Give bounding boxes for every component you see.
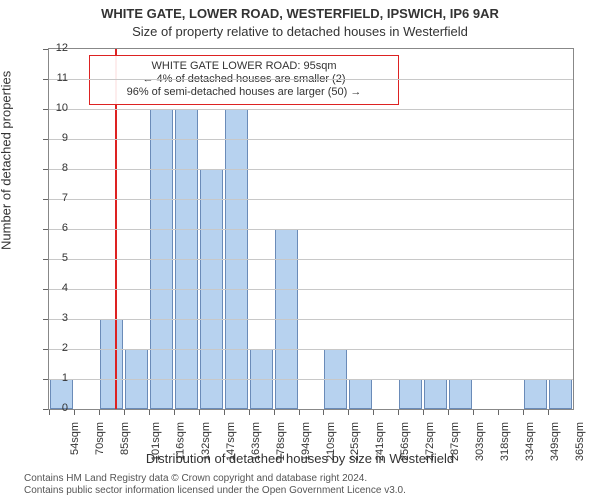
y-tick [43, 49, 48, 50]
y-tick-label: 4 [62, 282, 68, 294]
x-tick [299, 410, 300, 415]
x-tick [224, 410, 225, 415]
y-tick-label: 6 [62, 222, 68, 234]
bar [449, 379, 472, 409]
y-tick [43, 79, 48, 80]
x-tick-label: 116sqm [174, 422, 186, 460]
gridline [49, 349, 573, 350]
y-axis-label: Number of detached properties [0, 71, 14, 250]
page-subtitle: Size of property relative to detached ho… [0, 24, 600, 39]
y-tick [43, 349, 48, 350]
x-tick-label: 303sqm [474, 422, 486, 461]
y-tick-label: 10 [56, 102, 68, 114]
y-tick-label: 8 [62, 162, 68, 174]
y-tick [43, 379, 48, 380]
x-tick [249, 410, 250, 415]
x-tick [373, 410, 374, 415]
x-tick [99, 410, 100, 415]
x-tick [448, 410, 449, 415]
bar [424, 379, 447, 409]
x-tick-label: 163sqm [250, 422, 262, 461]
x-tick-label: 318sqm [499, 422, 511, 461]
x-tick [74, 410, 75, 415]
x-tick-label: 194sqm [300, 422, 312, 461]
x-tick-label: 272sqm [424, 422, 436, 461]
info-box-line: WHITE GATE LOWER ROAD: 95sqm [98, 60, 390, 73]
footer-line1: Contains HM Land Registry data © Crown c… [24, 473, 588, 485]
gridline [49, 289, 573, 290]
footer: Contains HM Land Registry data © Crown c… [24, 473, 588, 496]
x-tick [149, 410, 150, 415]
y-tick [43, 169, 48, 170]
x-tick-label: 101sqm [150, 422, 162, 461]
x-tick-label: 365sqm [574, 422, 586, 461]
bar [100, 319, 123, 409]
x-tick [548, 410, 549, 415]
y-tick-label: 9 [62, 132, 68, 144]
x-tick [174, 410, 175, 415]
y-tick-label: 0 [62, 402, 68, 414]
x-tick-label: 70sqm [94, 422, 106, 455]
x-tick-label: 132sqm [200, 422, 212, 461]
gridline [49, 259, 573, 260]
bar [549, 379, 572, 409]
chart-plot-area: WHITE GATE LOWER ROAD: 95sqm← 4% of deta… [48, 48, 574, 410]
y-tick [43, 139, 48, 140]
page-title: WHITE GATE, LOWER ROAD, WESTERFIELD, IPS… [0, 6, 600, 21]
x-tick [323, 410, 324, 415]
x-tick-label: 225sqm [350, 422, 362, 461]
x-tick [523, 410, 524, 415]
y-tick [43, 319, 48, 320]
x-tick [348, 410, 349, 415]
info-box-line: 96% of semi-detached houses are larger (… [98, 86, 390, 99]
x-tick [473, 410, 474, 415]
gridline [49, 199, 573, 200]
y-tick-label: 5 [62, 252, 68, 264]
y-tick [43, 259, 48, 260]
x-tick-label: 349sqm [549, 422, 561, 461]
gridline [49, 109, 573, 110]
x-tick-label: 256sqm [400, 422, 412, 461]
y-tick [43, 289, 48, 290]
y-tick-label: 7 [62, 192, 68, 204]
gridline [49, 169, 573, 170]
bar [399, 379, 422, 409]
gridline [49, 379, 573, 380]
x-tick [124, 410, 125, 415]
x-tick [398, 410, 399, 415]
x-tick-label: 54sqm [69, 422, 81, 455]
bar [349, 379, 372, 409]
gridline [49, 79, 573, 80]
x-tick-label: 210sqm [325, 422, 337, 461]
y-tick [43, 109, 48, 110]
footer-line2: Contains public sector information licen… [24, 485, 588, 497]
x-tick-label: 334sqm [524, 422, 536, 461]
y-tick [43, 409, 48, 410]
gridline [49, 319, 573, 320]
gridline [49, 139, 573, 140]
x-tick-label: 147sqm [225, 422, 237, 461]
y-tick-label: 2 [62, 342, 68, 354]
x-tick-label: 178sqm [275, 422, 287, 461]
x-tick [49, 410, 50, 415]
x-tick-label: 85sqm [119, 422, 131, 455]
y-tick [43, 199, 48, 200]
y-tick-label: 1 [62, 372, 68, 384]
chart-page: WHITE GATE, LOWER ROAD, WESTERFIELD, IPS… [0, 0, 600, 500]
y-tick-label: 3 [62, 312, 68, 324]
x-tick [199, 410, 200, 415]
x-tick-label: 241sqm [375, 422, 387, 461]
y-tick-label: 12 [56, 42, 68, 54]
x-tick [498, 410, 499, 415]
bar [524, 379, 547, 409]
x-tick-label: 287sqm [449, 422, 461, 461]
x-tick [423, 410, 424, 415]
y-tick-label: 11 [57, 72, 68, 84]
x-tick [274, 410, 275, 415]
gridline [49, 229, 573, 230]
y-tick [43, 229, 48, 230]
